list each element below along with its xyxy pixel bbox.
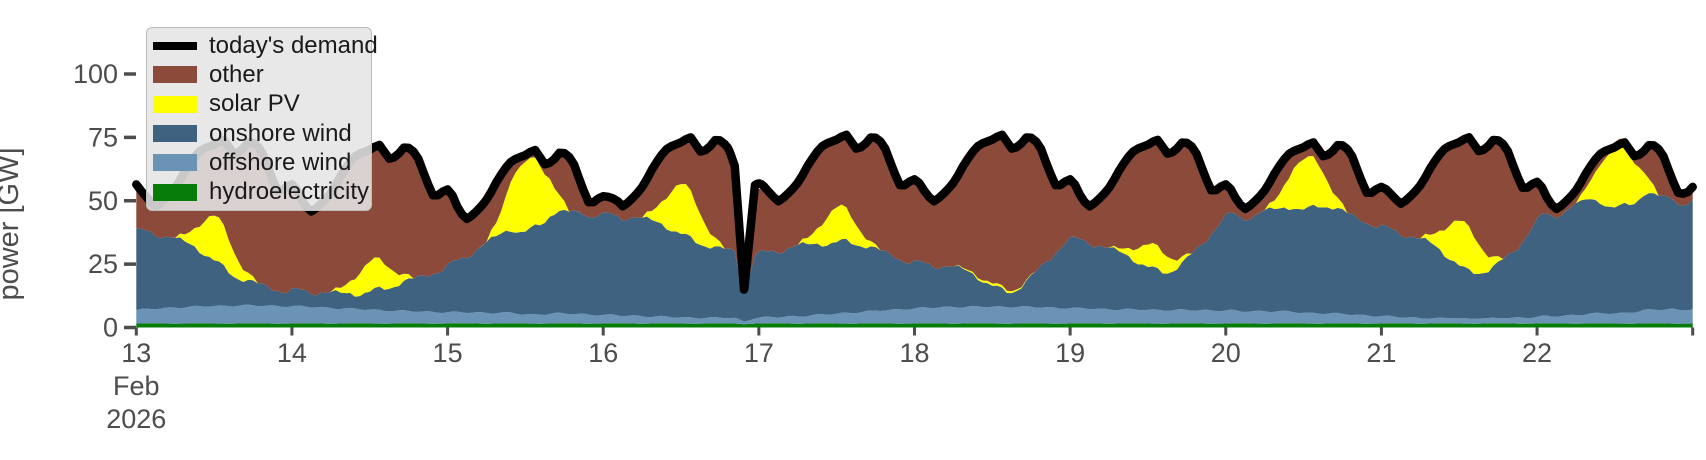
svg-text:power [GW]: power [GW] [0,147,25,300]
svg-text:21: 21 [1366,338,1396,368]
svg-text:100: 100 [73,59,118,89]
svg-text:19: 19 [1055,338,1085,368]
svg-text:2026: 2026 [106,404,166,434]
svg-text:16: 16 [588,338,618,368]
svg-text:13: 13 [121,338,151,368]
svg-text:17: 17 [744,338,774,368]
svg-text:22: 22 [1522,338,1552,368]
svg-text:20: 20 [1211,338,1241,368]
svg-text:50: 50 [88,186,118,216]
svg-text:15: 15 [433,338,463,368]
svg-text:0: 0 [103,313,118,343]
svg-text:18: 18 [899,338,929,368]
svg-text:Feb: Feb [113,371,160,401]
svg-text:75: 75 [88,122,118,152]
svg-text:14: 14 [277,338,307,368]
svg-text:25: 25 [88,249,118,279]
